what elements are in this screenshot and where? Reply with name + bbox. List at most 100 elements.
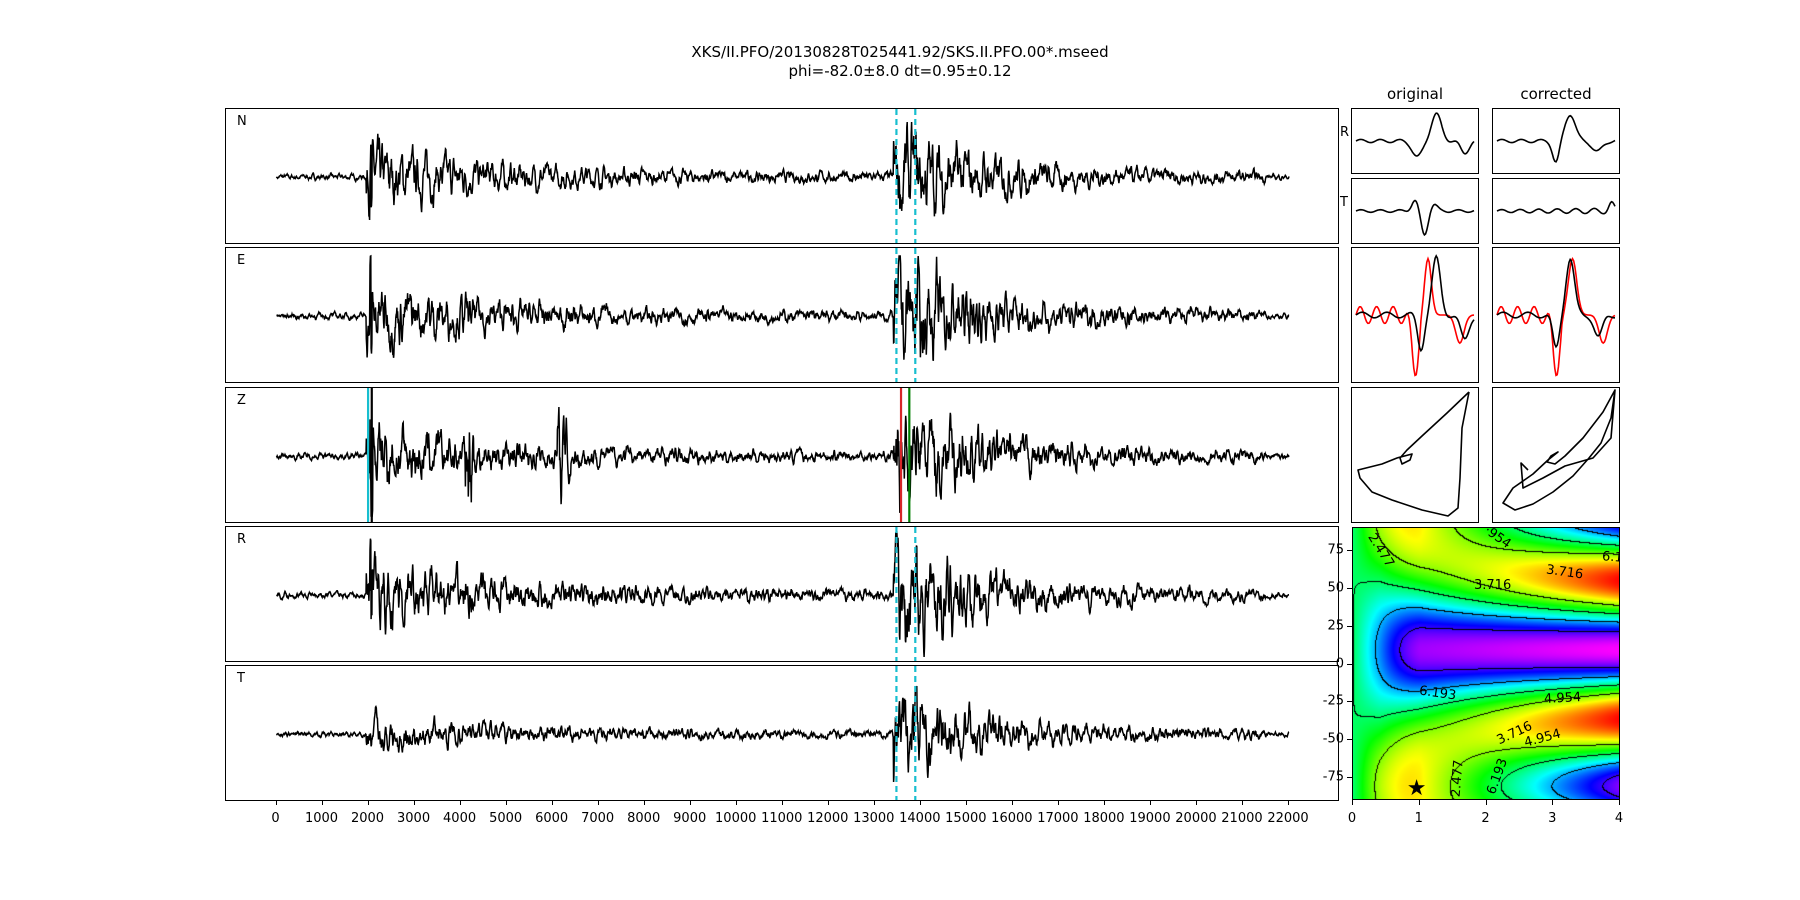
row-label-r: R — [1340, 125, 1350, 140]
x-tick-mark — [1057, 800, 1059, 805]
particle-motion-line — [1502, 389, 1616, 511]
x-tick-label: 5000 — [489, 811, 523, 826]
splitting-grid-search-heatmap: 2.477 ·954 6.1 3.716 3.716 6.193 4.954 3… — [1352, 527, 1620, 800]
x-tick-label: 20000 — [1175, 811, 1217, 826]
x-tick-mark — [1195, 800, 1197, 805]
heatmap-x-tick-mark — [1619, 800, 1620, 805]
x-tick-mark — [689, 800, 691, 805]
column-title-corrected: corrected — [1520, 85, 1592, 103]
column-title-original: original — [1386, 85, 1444, 103]
figure-subtitle: phi=-82.0±8.0 dt=0.95±0.12 — [788, 62, 1012, 80]
trace-panel-n: N — [225, 108, 1339, 244]
heatmap-y-tick-label: 25 — [1327, 618, 1344, 634]
x-tick-mark — [735, 800, 737, 805]
x-tick-label: 15000 — [945, 811, 987, 826]
x-tick-mark — [413, 800, 415, 805]
x-tick-label: 9000 — [673, 811, 707, 826]
best-fit-star-icon: ★ — [1406, 775, 1427, 800]
waveform-line — [1355, 112, 1475, 157]
heatmap-y-tick-mark — [1347, 663, 1352, 665]
x-tick-label: 8000 — [627, 811, 661, 826]
waveform-line — [1496, 257, 1616, 377]
x-tick-label: 4000 — [443, 811, 477, 826]
heatmap-y-tick-label: 50 — [1327, 580, 1344, 596]
x-tick-label: 22000 — [1267, 811, 1309, 826]
x-tick-label: 7000 — [581, 811, 615, 826]
waveform-line — [1355, 254, 1475, 353]
x-tick-label: 17000 — [1037, 811, 1079, 826]
trace-panel-r: R — [225, 526, 1339, 662]
corrected-r-panel — [1492, 108, 1620, 174]
x-tick-mark — [1288, 800, 1289, 805]
heatmap-y-tick-mark — [1347, 777, 1352, 779]
x-tick-mark — [965, 800, 967, 805]
x-tick-label: 18000 — [1083, 811, 1125, 826]
x-tick-mark — [919, 800, 921, 805]
trace-label: E — [237, 253, 246, 268]
heatmap-x-tick-label: 1 — [1414, 811, 1423, 826]
x-tick-mark — [873, 800, 875, 805]
x-tick-label: 19000 — [1129, 811, 1171, 826]
heatmap-x-tick-mark — [1418, 800, 1420, 805]
x-tick-mark — [1103, 800, 1105, 805]
waveform-line — [1496, 200, 1616, 215]
x-tick-mark — [275, 800, 277, 805]
heatmap-x-tick-mark — [1552, 800, 1554, 805]
row-label-t: T — [1340, 195, 1348, 210]
waveform-line — [1496, 257, 1615, 349]
waveform-line — [1355, 256, 1475, 377]
x-tick-label: 10000 — [715, 811, 757, 826]
trace-line — [275, 121, 1290, 221]
x-tick-mark — [551, 800, 553, 805]
x-tick-mark — [505, 800, 507, 805]
heatmap-y-tick-label: -50 — [1322, 731, 1344, 747]
heatmap-x-tick-label: 2 — [1481, 811, 1490, 826]
figure-title: XKS/II.PFO/20130828T025441.92/SKS.II.PFO… — [691, 43, 1109, 61]
waveform-line — [1355, 199, 1475, 237]
heatmap-x-tick-label: 3 — [1548, 811, 1557, 826]
x-tick-mark — [1011, 800, 1013, 805]
heatmap-y-tick-label: -25 — [1322, 693, 1344, 709]
x-tick-label: 13000 — [853, 811, 895, 826]
trace-plot — [275, 388, 1290, 522]
contour-label: 4.954 — [1543, 690, 1582, 707]
heatmap-x-tick-label: 4 — [1614, 811, 1624, 826]
contour-label: 3.716 — [1474, 578, 1512, 593]
heatmap-y-tick-label: 75 — [1327, 542, 1344, 558]
trace-label: T — [237, 671, 245, 686]
heatmap-y-tick-label: -75 — [1322, 769, 1344, 785]
x-tick-label: 11000 — [761, 811, 803, 826]
waveform-line — [1496, 114, 1616, 163]
x-tick-mark — [459, 800, 461, 805]
x-tick-label: 16000 — [991, 811, 1033, 826]
trace-label: R — [237, 532, 247, 547]
original-t-panel — [1351, 178, 1479, 244]
heatmap-y-tick-label: 0 — [1335, 656, 1344, 671]
trace-line — [275, 406, 1290, 517]
x-tick-mark — [827, 800, 829, 805]
heatmap-y-tick-mark — [1347, 739, 1352, 741]
trace-panel-t: T — [225, 665, 1339, 801]
particle-motion-line — [1357, 391, 1470, 517]
x-tick-label: 6000 — [535, 811, 569, 826]
x-tick-mark — [367, 800, 369, 805]
original-overlay-panel — [1351, 247, 1479, 383]
x-tick-label: 14000 — [899, 811, 941, 826]
x-tick-mark — [597, 800, 599, 805]
x-tick-mark — [1149, 800, 1151, 805]
x-tick-mark — [643, 800, 645, 805]
trace-line — [275, 530, 1290, 658]
x-tick-label: 3000 — [397, 811, 431, 826]
trace-label: N — [237, 114, 247, 129]
trace-plot — [275, 109, 1290, 243]
x-tick-mark — [1241, 800, 1243, 805]
x-tick-label: 0 — [271, 811, 280, 826]
contour-label: 6.1 — [1601, 549, 1620, 566]
original-r-panel — [1351, 108, 1479, 174]
heatmap-x-tick-mark — [1352, 800, 1353, 805]
x-tick-label: 12000 — [807, 811, 849, 826]
heatmap-y-tick-mark — [1347, 701, 1352, 703]
trace-label: Z — [237, 393, 246, 408]
heatmap-y-tick-mark — [1347, 587, 1352, 589]
trace-panel-z: Z — [225, 387, 1339, 523]
